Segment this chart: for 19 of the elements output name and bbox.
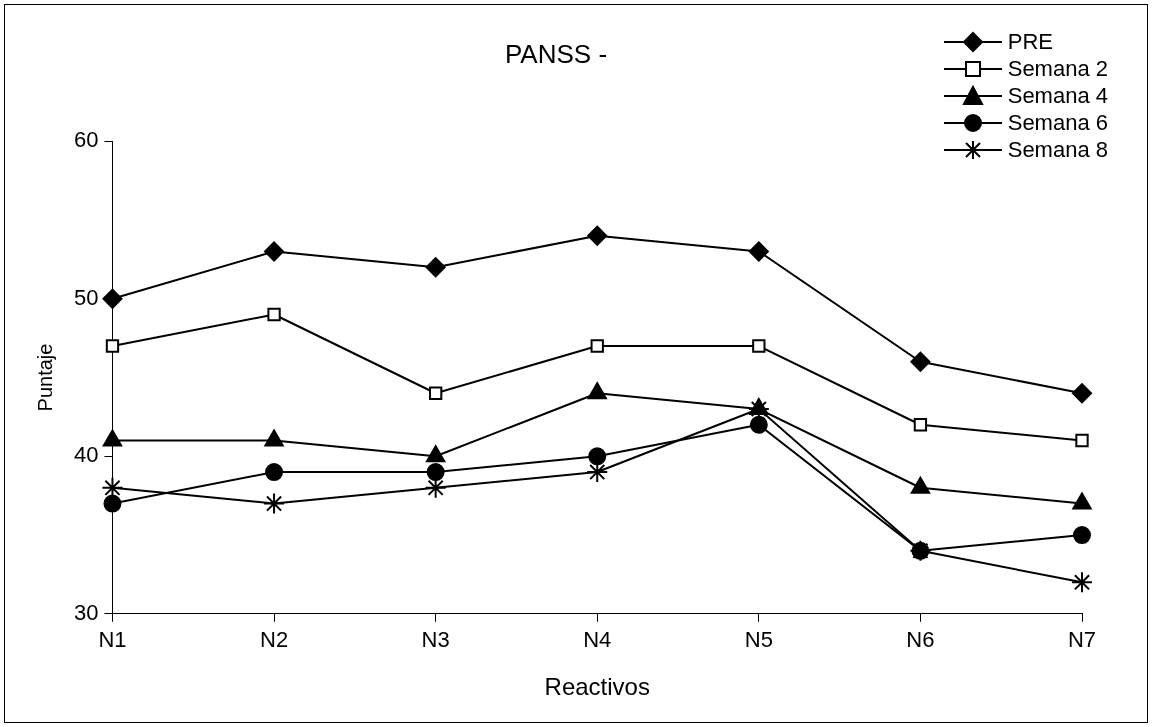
x-tick-label: N2	[260, 627, 289, 653]
x-tick-label: N5	[744, 627, 773, 653]
y-axis-title: Puntaje	[33, 343, 56, 412]
x-tick-label: N6	[906, 627, 935, 653]
legend-label: Semana 8	[1007, 136, 1108, 163]
legend-label: Semana 6	[1007, 109, 1108, 136]
y-tick-label: 40	[73, 442, 99, 468]
legend-label: PRE	[1007, 28, 1053, 55]
y-tick-label: 50	[73, 284, 99, 310]
chart-title: PANSS -	[504, 38, 608, 69]
x-tick-label: N4	[583, 627, 612, 653]
x-axis-title: Reactivos	[544, 673, 650, 701]
x-tick-label: N3	[421, 627, 450, 653]
legend-label: Semana 2	[1007, 55, 1108, 82]
y-tick-label: 30	[73, 599, 99, 625]
x-tick-label: N1	[98, 627, 127, 653]
x-tick-label: N7	[1067, 627, 1097, 653]
legend-label: Semana 4	[1007, 82, 1108, 109]
y-tick-label: 60	[73, 127, 99, 153]
